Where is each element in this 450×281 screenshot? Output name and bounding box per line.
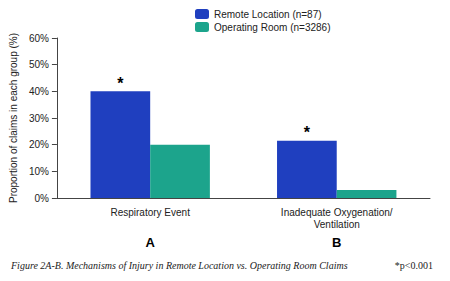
svg-text:Inadequate Oxygenation/: Inadequate Oxygenation/ xyxy=(281,207,393,218)
svg-text:Operating Room (n=3286): Operating Room (n=3286) xyxy=(214,22,330,33)
svg-text:Ventilation: Ventilation xyxy=(314,219,360,230)
svg-text:B: B xyxy=(332,235,341,250)
svg-text:Proportion of claims in each g: Proportion of claims in each group (%) xyxy=(8,33,19,203)
svg-text:Figure 2A-B. Mechanisms of Inj: Figure 2A-B. Mechanisms of Injury in Rem… xyxy=(10,260,348,271)
svg-text:*p<0.001: *p<0.001 xyxy=(395,260,433,271)
svg-text:Remote Location (n=87): Remote Location (n=87) xyxy=(214,9,322,20)
svg-text:30%: 30% xyxy=(29,113,49,124)
svg-text:*: * xyxy=(304,124,311,141)
svg-text:0%: 0% xyxy=(34,193,49,204)
svg-text:Respiratory Event: Respiratory Event xyxy=(110,207,190,218)
svg-text:40%: 40% xyxy=(29,86,49,97)
svg-text:*: * xyxy=(117,75,124,92)
svg-text:20%: 20% xyxy=(29,139,49,150)
svg-text:10%: 10% xyxy=(29,166,49,177)
svg-text:50%: 50% xyxy=(29,59,49,70)
svg-text:A: A xyxy=(145,235,155,250)
svg-text:60%: 60% xyxy=(29,33,49,44)
